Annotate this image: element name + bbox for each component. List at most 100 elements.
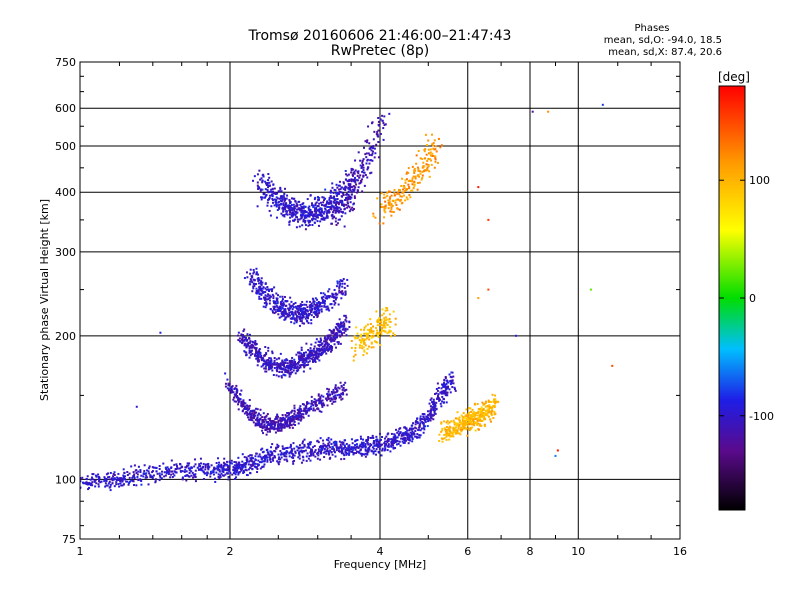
echo-point (256, 414, 259, 417)
echo-point (307, 221, 310, 224)
echo-point (444, 375, 447, 378)
echo-point (118, 477, 121, 480)
echo-point (155, 470, 158, 473)
echo-point (213, 467, 216, 470)
echo-point (263, 302, 266, 305)
echo-point (326, 404, 329, 407)
echo-point (382, 312, 385, 315)
echo-point (328, 296, 331, 299)
echo-point (358, 344, 361, 347)
echo-point (384, 326, 387, 329)
echo-point (452, 435, 455, 438)
echo-point (300, 320, 303, 323)
echo-point (311, 202, 314, 205)
echo-point (275, 446, 278, 449)
echo-point (328, 393, 331, 396)
echo-point (397, 434, 400, 437)
echo-point (275, 416, 278, 419)
echo-point (312, 409, 315, 412)
echo-point (432, 147, 435, 150)
echo-point (343, 331, 346, 334)
echo-point (384, 205, 387, 208)
echo-point (338, 210, 341, 213)
echo-point (284, 370, 287, 373)
echo-point (364, 446, 367, 449)
echo-point (336, 341, 339, 344)
echo-point (344, 290, 347, 293)
echo-point (291, 415, 294, 418)
echo-point (460, 428, 463, 431)
echo-point (242, 339, 245, 342)
echo-point (444, 377, 447, 380)
echo-point (486, 412, 489, 415)
echo-point (198, 463, 201, 466)
echo-point (379, 445, 382, 448)
echo-point (186, 474, 189, 477)
echo-point (313, 445, 316, 448)
echo-point (319, 437, 322, 440)
echo-point (307, 348, 310, 351)
echo-point (380, 328, 383, 331)
echo-point (485, 410, 488, 413)
echo-point (268, 196, 271, 199)
echo-point (251, 416, 254, 419)
echo-point (319, 220, 322, 223)
echo-point (294, 364, 297, 367)
echo-point (282, 304, 285, 307)
echo-point (471, 408, 474, 411)
echo-point (426, 166, 429, 169)
echo-point (336, 335, 339, 338)
echo-point (302, 355, 305, 358)
echo-point (253, 415, 256, 418)
echo-point (258, 297, 261, 300)
echo-point (287, 424, 290, 427)
echo-point (123, 476, 126, 479)
echo-point (266, 423, 269, 426)
echo-point (330, 337, 333, 340)
echo-point (397, 442, 400, 445)
echo-point (394, 201, 397, 204)
echo-point (272, 191, 275, 194)
echo-point (291, 308, 294, 311)
echo-point (298, 366, 301, 369)
echo-point (330, 206, 333, 209)
echo-point (369, 322, 372, 325)
echo-point (345, 453, 348, 456)
echo-point (411, 440, 414, 443)
echo-point (279, 424, 282, 427)
echo-point (165, 470, 168, 473)
echo-point (323, 301, 326, 304)
echo-point (320, 339, 323, 342)
echo-point (322, 439, 325, 442)
echo-point (452, 420, 455, 423)
echo-point (273, 312, 276, 315)
echo-point (454, 389, 457, 392)
echo-point (447, 427, 450, 430)
echo-point (434, 158, 437, 161)
echo-point (259, 467, 262, 470)
echo-point (432, 414, 435, 417)
echo-point (256, 422, 259, 425)
echo-point (332, 331, 335, 334)
echo-point (375, 435, 378, 438)
echo-point (260, 196, 263, 199)
echo-point (265, 194, 268, 197)
echo-point (294, 310, 297, 313)
echo-point (489, 418, 492, 421)
echo-point (320, 343, 323, 346)
echo-point (354, 169, 357, 172)
echo-point (318, 305, 321, 308)
echo-point (401, 433, 404, 436)
echo-point (441, 437, 444, 440)
echo-point (325, 305, 328, 308)
echo-point (377, 335, 380, 338)
echo-point (199, 457, 202, 460)
echo-point (289, 446, 292, 449)
echo-point (261, 287, 264, 290)
echo-point (429, 419, 432, 422)
echo-point (329, 334, 332, 337)
echo-point (313, 450, 316, 453)
echo-point (306, 198, 309, 201)
echo-point (293, 420, 296, 423)
echo-point (479, 407, 482, 410)
